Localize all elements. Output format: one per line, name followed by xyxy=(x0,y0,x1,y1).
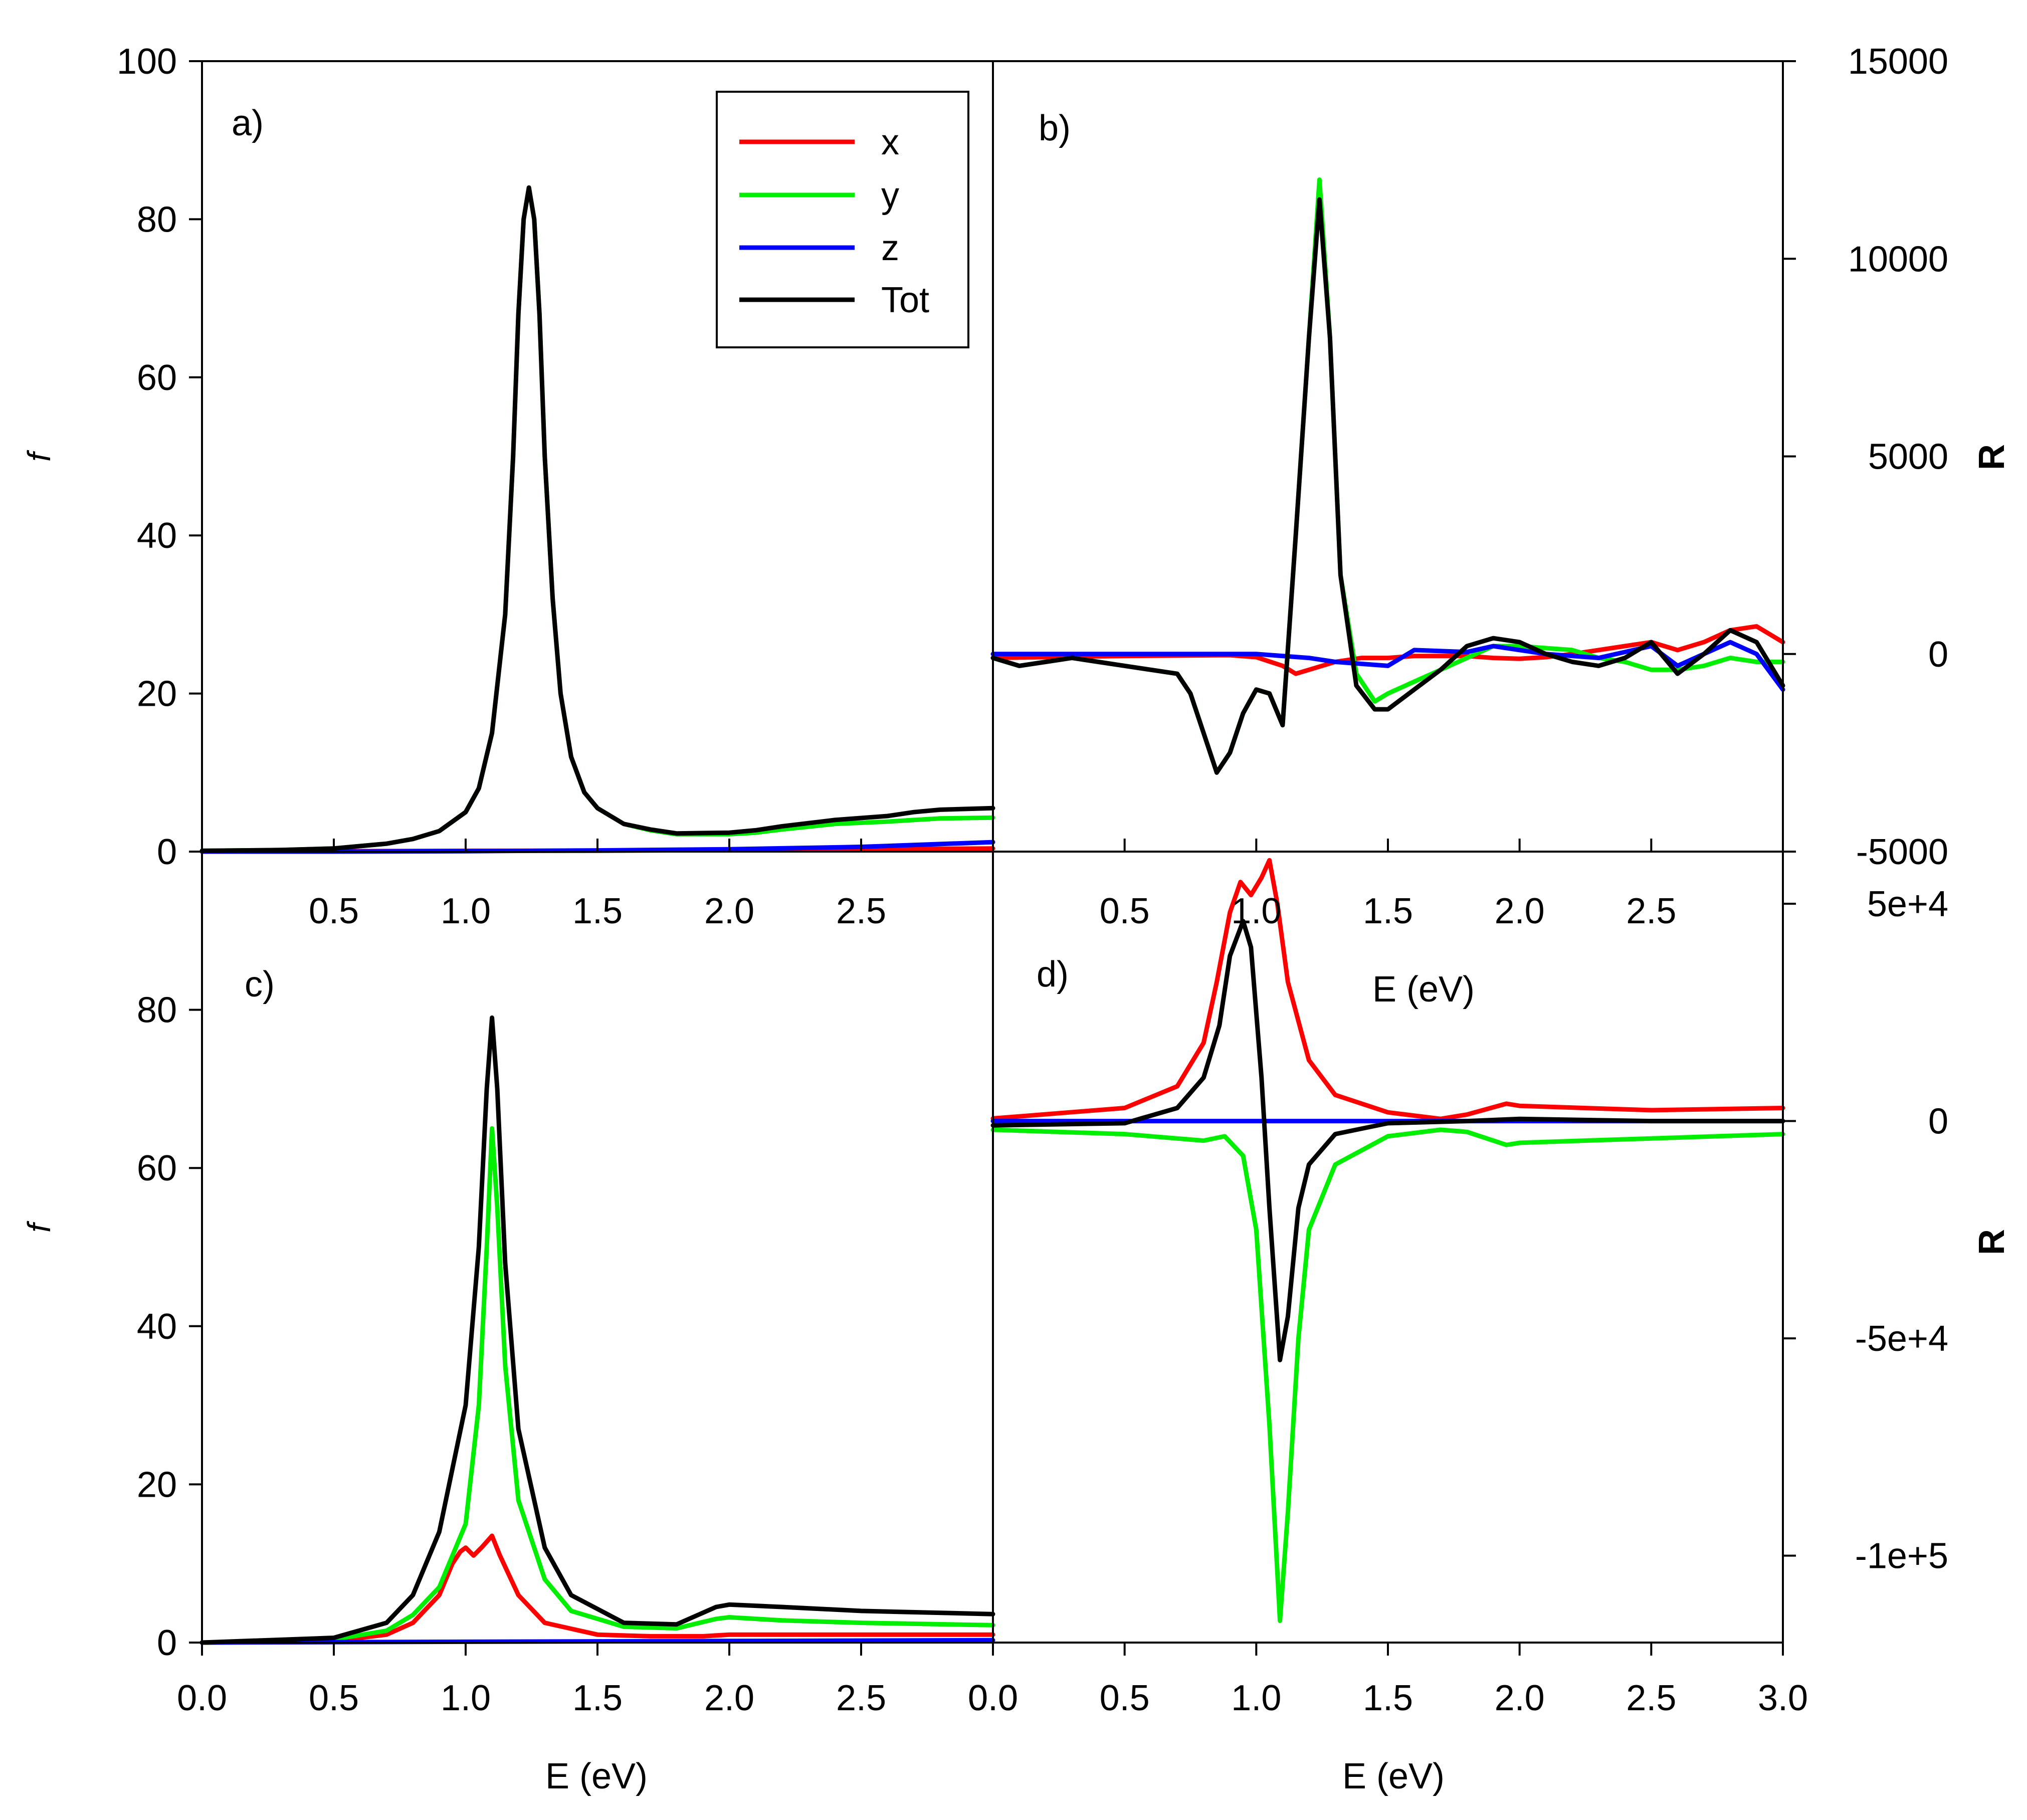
panel-a-xtick-label: 2.5 xyxy=(836,891,886,931)
panel-d-series-x xyxy=(990,858,1785,1121)
panel-d-ytick-label: -1e+5 xyxy=(1855,1536,1948,1576)
panel-c-ytick-label: 0 xyxy=(157,1623,177,1663)
panel-a-series-tot xyxy=(199,185,995,853)
panel-b-ytick-label: 5000 xyxy=(1868,437,1948,477)
panel-c-frame xyxy=(201,851,994,1644)
ylabel-c: f xyxy=(21,1221,57,1233)
panel-a-xtick-label: 0.5 xyxy=(309,891,359,931)
panel-b-xtick-label: 1.0 xyxy=(1231,891,1281,931)
panel-b-series-tot xyxy=(990,197,1785,775)
legend-label-tot: Tot xyxy=(881,280,929,320)
xlabel-b: E (eV) xyxy=(1372,969,1475,1009)
panel-c-series-tot xyxy=(199,1015,995,1645)
panel-a-xtick-label: 1.5 xyxy=(572,891,623,931)
panel-c-xtick-label: 2.0 xyxy=(704,1678,754,1718)
panel-a-ytick-label: 60 xyxy=(137,358,177,398)
panel-a-ytick-label: 80 xyxy=(137,199,177,240)
panel-d-series-y xyxy=(990,1127,1785,1624)
panel-d-xtick-label: 2.0 xyxy=(1495,1678,1545,1718)
panel-b-xtick-label: 0.5 xyxy=(1100,891,1150,931)
panel-d-xtick-label: 1.5 xyxy=(1363,1678,1413,1718)
panel-d-ytick-label: -5e+4 xyxy=(1855,1319,1948,1359)
panel-d-xtick-label: 0.0 xyxy=(968,1678,1018,1718)
panel-b-ytick-label: -5000 xyxy=(1856,832,1948,872)
legend-label-x: x xyxy=(881,122,899,162)
panel-b-frame xyxy=(992,60,1784,853)
ylabel-b: R xyxy=(1972,444,2012,470)
xlabel-c: E (eV) xyxy=(545,1756,648,1796)
ylabel-a: f xyxy=(21,450,57,462)
panel-a-ytick-label: 100 xyxy=(117,42,177,82)
panel-b-ytick-label: 10000 xyxy=(1848,239,1948,279)
legend-box xyxy=(716,91,969,348)
panel-c-ytick-label: 80 xyxy=(137,990,177,1031)
panel-d-xtick-label: 2.5 xyxy=(1626,1678,1676,1718)
legend: x y z Tot xyxy=(716,91,969,348)
panel-c-xtick-label: 2.5 xyxy=(836,1678,886,1718)
panel-d-xtick-label: 0.5 xyxy=(1100,1678,1150,1718)
panel-a-ytick-label: 40 xyxy=(137,516,177,556)
panel-d-xtick-label: 1.0 xyxy=(1231,1678,1281,1718)
panel-c-ytick-label: 60 xyxy=(137,1148,177,1188)
panel-b-ytick-label: 0 xyxy=(1928,635,1948,675)
panel-b-xtick-label: 2.0 xyxy=(1495,891,1545,931)
panel-c-xtick-label: 0.0 xyxy=(177,1678,227,1718)
panel-c-xtick-label: 1.5 xyxy=(572,1678,623,1718)
panel-a-ytick-label: 20 xyxy=(137,674,177,714)
panel-d-series-tot xyxy=(990,919,1785,1362)
legend-label-z: z xyxy=(881,228,899,268)
panel-c-xtick-label: 0.0 xyxy=(968,1678,1018,1718)
frames-layer xyxy=(201,60,1784,1644)
panel-label-d: d) xyxy=(1037,954,1069,994)
panel-c-ytick-label: 40 xyxy=(137,1307,177,1347)
panel-b-xtick-label: 2.5 xyxy=(1626,891,1676,931)
panel-a-ytick-label: 0 xyxy=(157,832,177,872)
panel-d-ytick-label: 0 xyxy=(1928,1102,1948,1142)
panel-label-c: c) xyxy=(245,964,275,1004)
panel-a-xtick-label: 1.0 xyxy=(441,891,491,931)
ticks-layer: 0.5 1.0 1.5 2.0 2.5 0 20 40 60 80 100 0.5 1.0 1.5 2.0 2… xyxy=(117,42,1948,1718)
panel-c-ytick-label: 20 xyxy=(137,1465,177,1505)
panel-b-series-y xyxy=(990,177,1785,775)
panel-d-ytick-label: 5e+4 xyxy=(1867,884,1948,924)
panel-b-ytick-label: 15000 xyxy=(1848,42,1948,82)
ylabel-d: R xyxy=(1972,1229,2012,1255)
panel-label-a: a) xyxy=(232,103,264,143)
panel-c-series-y xyxy=(199,1126,995,1645)
panel-a-xtick-label: 2.0 xyxy=(704,891,754,931)
xlabel-d: E (eV) xyxy=(1342,1756,1445,1796)
panel-label-b: b) xyxy=(1039,108,1071,148)
panel-c-series-x xyxy=(199,1533,995,1645)
panel-c-xtick-label: 0.5 xyxy=(309,1678,359,1718)
panel-d-xtick-label: 3.0 xyxy=(1758,1678,1808,1718)
panel-c-xtick-label: 1.0 xyxy=(441,1678,491,1718)
panel-b-xtick-label: 1.5 xyxy=(1363,891,1413,931)
legend-label-y: y xyxy=(881,175,899,216)
